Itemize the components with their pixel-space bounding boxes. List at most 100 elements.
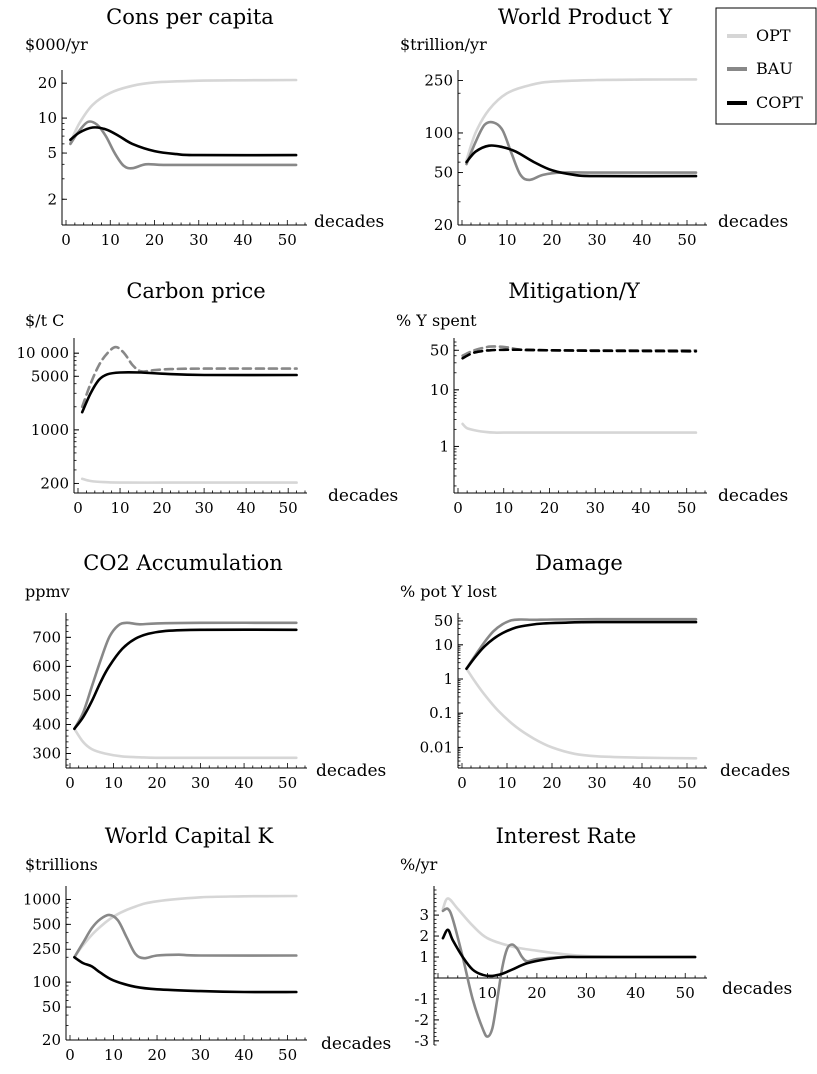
y-tick-label: 3	[419, 906, 429, 924]
x-tick-label: 0	[61, 231, 71, 249]
y-tick-label: 20	[434, 216, 453, 234]
series-line-opt	[441, 897, 697, 959]
x-tick-label: 20	[153, 499, 172, 517]
y-tick-label: 100	[32, 973, 61, 991]
x-axis-label: decades	[722, 979, 792, 999]
x-tick-label: 20	[540, 499, 559, 517]
x-tick-label: 50	[677, 499, 696, 517]
panel-title: Damage	[535, 551, 623, 575]
x-tick-label: 0	[457, 774, 467, 792]
x-tick-label: 40	[626, 984, 645, 1002]
x-tick-label: 30	[586, 499, 605, 517]
x-tick-label: 10	[104, 1046, 123, 1064]
panel-3: Carbon price $/t C decades 0 10 20 30 40 50 200 10…	[17, 279, 399, 517]
x-tick-label: 30	[195, 499, 214, 517]
x-tick-label: 30	[587, 231, 606, 249]
x-tick-label: 40	[233, 231, 252, 249]
panel-title: World Product Y	[498, 5, 673, 29]
y-axis-unit: % Y spent	[396, 311, 477, 330]
y-axis-unit: %/yr	[400, 855, 438, 874]
x-tick-label: 50	[676, 984, 695, 1002]
x-tick-label: 20	[147, 774, 166, 792]
panel-title: CO2 Accumulation	[83, 551, 283, 575]
x-tick-label: 0	[65, 774, 75, 792]
x-tick-label: 0	[73, 499, 83, 517]
x-tick-label: 10	[497, 774, 516, 792]
y-tick-label: 1	[443, 670, 453, 688]
y-tick-label: 200	[40, 474, 69, 492]
y-tick-label: 2	[419, 927, 429, 945]
y-axis-unit: ppmv	[25, 582, 70, 601]
y-tick-label: 100	[424, 124, 453, 142]
x-tick-label: 10	[497, 231, 516, 249]
panel-2: World Product Y $trillion/yr decades 0 10 20 3…	[400, 5, 788, 249]
y-tick-label: 10 000	[17, 344, 70, 362]
x-tick-label: 10	[110, 499, 129, 517]
y-tick-label: 500	[32, 686, 61, 704]
x-axis-label: decades	[321, 1034, 391, 1054]
x-tick-label: 40	[632, 231, 651, 249]
series-line-bau	[465, 617, 698, 670]
x-tick-label: 10	[478, 984, 497, 1002]
y-tick-label: 0.1	[429, 704, 453, 722]
x-axis-label: decades	[314, 212, 384, 232]
x-tick-label: 40	[632, 774, 651, 792]
series-line-copt	[465, 144, 698, 178]
x-tick-label: 20	[542, 774, 561, 792]
y-axis-unit: $trillions	[25, 855, 98, 874]
y-tick-label: 5000	[31, 367, 69, 385]
x-tick-label: 50	[677, 231, 696, 249]
series-line-opt	[73, 894, 298, 959]
y-axis-unit: $trillion/yr	[400, 35, 487, 54]
x-axis-label: decades	[720, 761, 790, 781]
series-line-bau	[73, 621, 298, 731]
series-line-bau	[69, 120, 298, 170]
panel-title: World Capital K	[105, 824, 274, 848]
panel-1: Cons per capita $000/yr decades 0 10 20 30 40 50…	[25, 5, 384, 249]
y-tick-label: 600	[32, 657, 61, 675]
series-line-copt	[461, 348, 698, 360]
series-line-opt	[69, 78, 298, 144]
x-axis-label: decades	[718, 212, 788, 232]
y-tick-label: 400	[32, 715, 61, 733]
x-axis-label: decades	[328, 486, 398, 506]
series-line-opt	[80, 477, 298, 484]
x-tick-label: 10	[101, 231, 120, 249]
legend-label-bau: BAU	[756, 59, 793, 78]
panel-7: World Capital K $trillions decades 0 10 20 30 4…	[23, 824, 391, 1064]
x-tick-label: 0	[453, 499, 463, 517]
x-tick-label: 20	[147, 1046, 166, 1064]
x-tick-label: 10	[104, 774, 123, 792]
y-axis-unit: % pot Y lost	[400, 582, 497, 601]
x-tick-label: 20	[542, 231, 561, 249]
series-line-opt	[465, 667, 698, 760]
x-axis-label: decades	[316, 761, 386, 781]
panel-title: Interest Rate	[496, 824, 637, 848]
series-line-copt	[465, 620, 698, 670]
y-tick-label: 50	[430, 341, 449, 359]
y-tick-label: 250	[32, 940, 61, 958]
y-tick-label: 500	[32, 915, 61, 933]
panel-6: Damage % pot Y lost decades 0 10 20 30 40 50 0.01…	[400, 551, 790, 792]
y-tick-label: -3	[414, 1032, 429, 1050]
x-tick-label: 30	[587, 774, 606, 792]
x-tick-label: 0	[457, 231, 467, 249]
y-tick-label: 20	[38, 74, 57, 92]
y-tick-label: -2	[414, 1011, 429, 1029]
x-tick-label: 50	[278, 774, 297, 792]
y-tick-label: 2	[47, 190, 57, 208]
legend: OPT BAU COPT	[715, 7, 817, 125]
y-tick-label: 1000	[23, 890, 61, 908]
series-line-copt	[80, 371, 298, 414]
y-tick-label: 250	[424, 71, 453, 89]
y-tick-label: 10	[430, 381, 449, 399]
x-tick-label: 50	[278, 1046, 297, 1064]
series-line-bau	[441, 907, 697, 1038]
legend-label-opt: OPT	[756, 26, 791, 45]
series-line-bau	[73, 913, 298, 960]
series-line-bau	[80, 345, 298, 409]
y-tick-label: 700	[32, 628, 61, 646]
y-tick-label: 300	[32, 744, 61, 762]
x-tick-label: 40	[235, 1046, 254, 1064]
